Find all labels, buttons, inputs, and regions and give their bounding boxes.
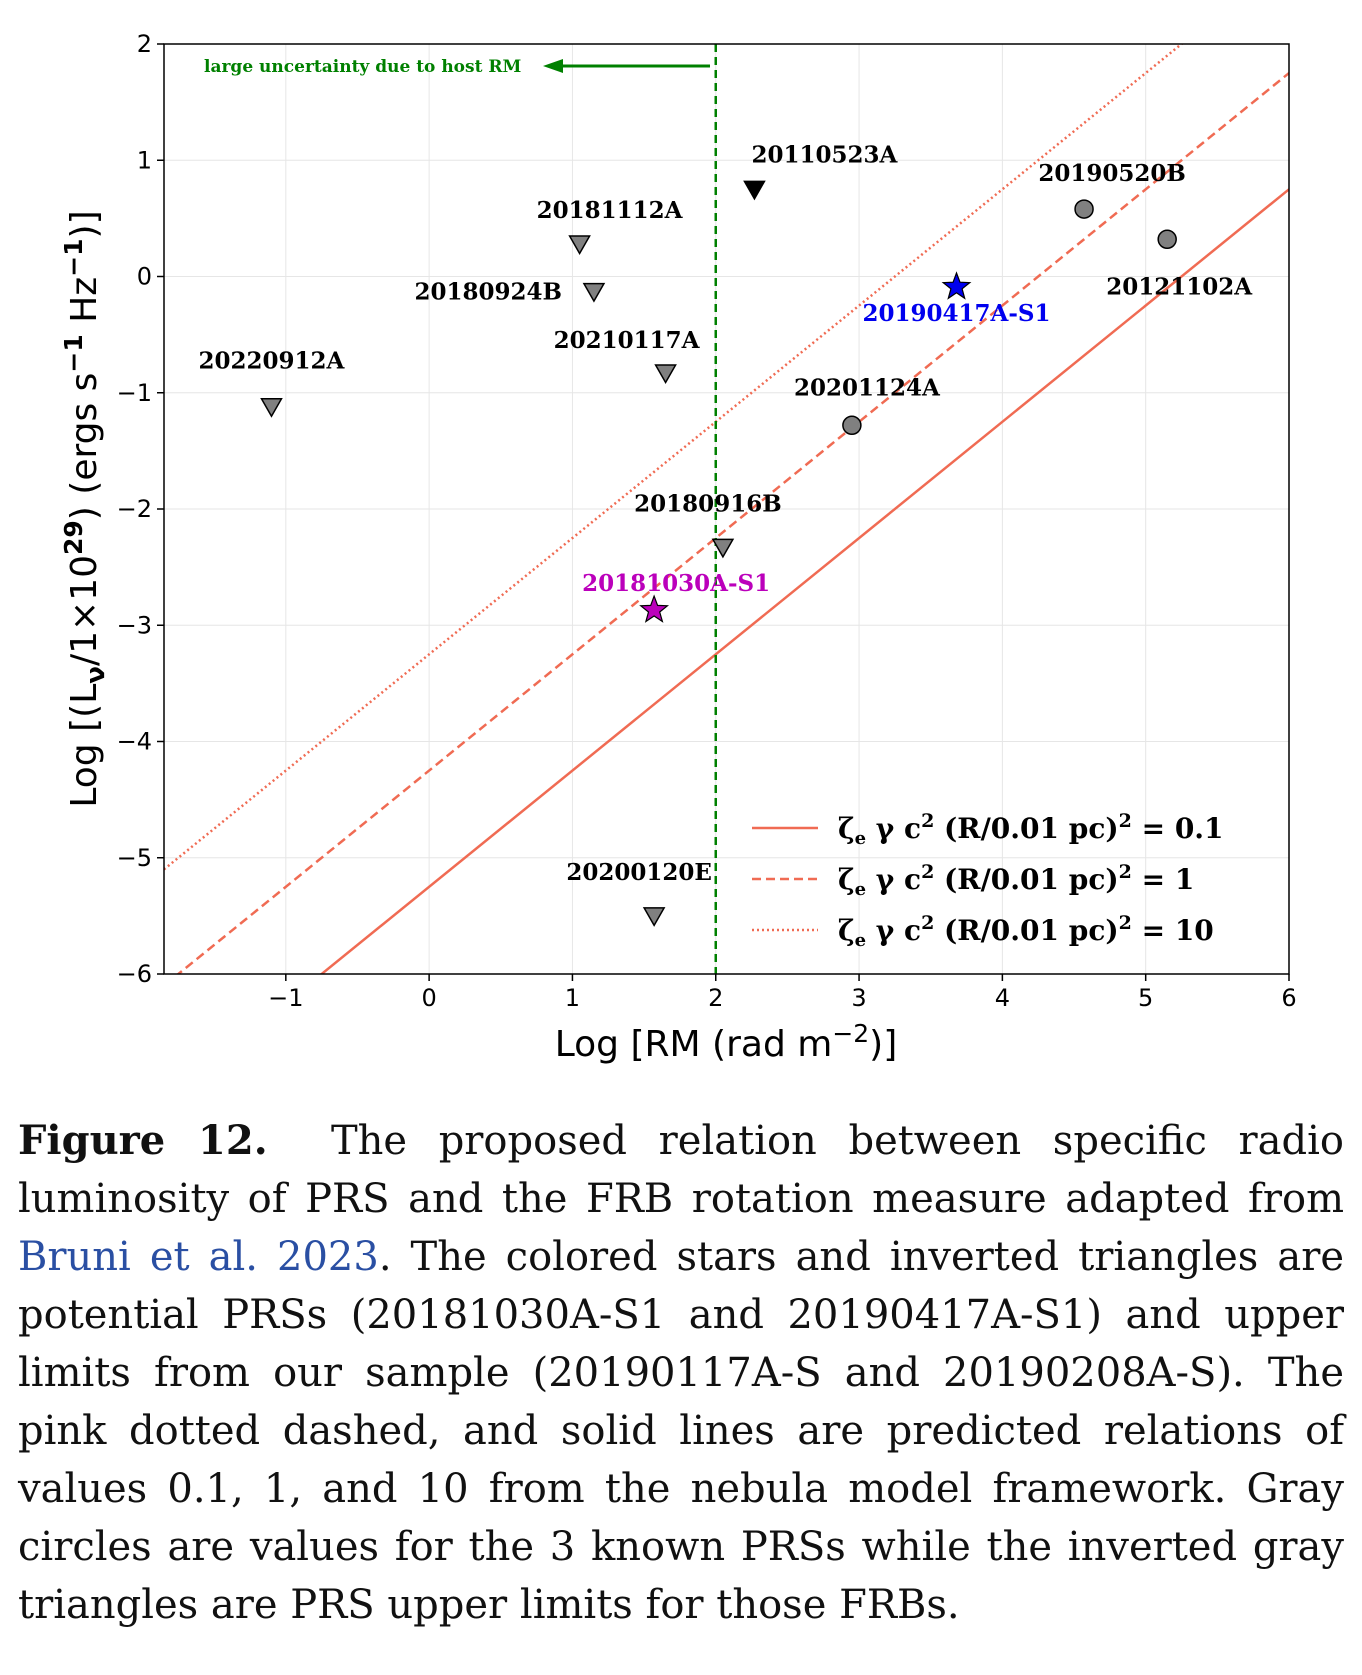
- data-points: [260, 180, 1177, 927]
- point-20190417A-S1: [941, 271, 972, 300]
- label-20121102A: 20121102A: [1106, 273, 1253, 300]
- point-20210117A: [654, 364, 677, 384]
- relation-line-solid: [319, 188, 1289, 974]
- legend-entry-10: ζe γ c2 (R/0.01 pc)2 = 10: [838, 912, 1214, 951]
- x-axis-label: Log [RM (rad m−2)]: [555, 1019, 898, 1065]
- point-20181030A-S1: [639, 594, 670, 623]
- y-tick-label: 1: [137, 146, 152, 174]
- y-tick-label: −5: [117, 844, 152, 872]
- annotation-arrowhead: [543, 59, 563, 73]
- label-20180916B: 20180916B: [634, 490, 781, 517]
- legend-entry-1: ζe γ c2 (R/0.01 pc)2 = 1: [838, 861, 1194, 900]
- point-20180924B: [582, 282, 606, 303]
- y-tick-label: −6: [117, 960, 152, 988]
- citation-link[interactable]: Bruni et al. 2023: [18, 1234, 379, 1280]
- figure-chart: large uncertainty due to host RM 2022091…: [59, 30, 1297, 1065]
- point-20110523A: [743, 180, 766, 201]
- label-20181112A: 20181112A: [537, 197, 684, 224]
- relation-lines: [164, 44, 1289, 974]
- x-tick-label: −1: [268, 984, 303, 1012]
- axis-ticks: −1 0 1 2 3 4 5 6 −6 −5 −4 −3 −2 −1 0 1 2: [117, 30, 1297, 1012]
- x-tick-label: 4: [995, 984, 1010, 1012]
- point-20190520B: [1074, 199, 1094, 219]
- legend: ζe γ c2 (R/0.01 pc)2 = 0.1 ζe γ c2 (R/0.…: [752, 810, 1224, 951]
- label-20210117A: 20210117A: [554, 327, 701, 354]
- point-20220912A: [260, 397, 283, 418]
- y-tick-label: −4: [117, 728, 152, 756]
- label-20110523A: 20110523A: [752, 141, 899, 168]
- x-tick-label: 3: [851, 984, 866, 1012]
- point-labels: 20220912A 20181112A 20180924B 20210117A 2011…: [199, 141, 1254, 886]
- point-20180916B: [711, 538, 735, 559]
- point-20121102A: [1157, 229, 1177, 250]
- caption-text-2: . The colored stars and inverted triangl…: [18, 1234, 1345, 1628]
- chart-svg: large uncertainty due to host RM 2022091…: [59, 30, 1297, 1065]
- x-tick-label: 0: [421, 984, 436, 1012]
- y-tick-label: −2: [117, 495, 152, 523]
- point-20181112A: [568, 235, 591, 255]
- x-tick-label: 2: [708, 984, 723, 1012]
- point-20201124A: [842, 415, 862, 436]
- caption-text-1: The proposed relation between specific r…: [18, 1118, 1344, 1222]
- annotation-text: large uncertainty due to host RM: [204, 57, 521, 77]
- legend-entry-0.1: ζe γ c2 (R/0.01 pc)2 = 0.1: [838, 810, 1224, 849]
- figure-caption: Figure 12. The proposed relation between…: [18, 1112, 1344, 1634]
- y-tick-label: 0: [137, 263, 152, 291]
- label-20220912A: 20220912A: [199, 348, 346, 375]
- y-tick-label: −1: [117, 379, 152, 407]
- label-20190520B: 20190520B: [1038, 160, 1185, 187]
- label-20200120E: 20200120E: [566, 859, 712, 886]
- y-tick-label: −3: [117, 611, 152, 639]
- relation-line-dashed: [176, 72, 1289, 974]
- figure-number: Figure 12.: [18, 1117, 268, 1164]
- y-axis-label: Log [(Lν/1×1029) (ergs s−1 Hz−1)]: [59, 210, 111, 807]
- uncertainty-annotation: large uncertainty due to host RM: [204, 57, 710, 77]
- x-tick-label: 1: [565, 984, 580, 1012]
- label-20181030A-S1: 20181030A-S1: [582, 570, 770, 597]
- relation-line-dotted: [164, 44, 1184, 871]
- x-tick-label: 5: [1138, 984, 1153, 1012]
- label-20201124A: 20201124A: [794, 374, 941, 401]
- label-20190417A-S1: 20190417A-S1: [862, 300, 1050, 327]
- point-20200120E: [642, 907, 666, 927]
- label-20180924B: 20180924B: [414, 279, 561, 306]
- x-tick-label: 6: [1281, 984, 1296, 1012]
- y-tick-label: 2: [137, 30, 152, 58]
